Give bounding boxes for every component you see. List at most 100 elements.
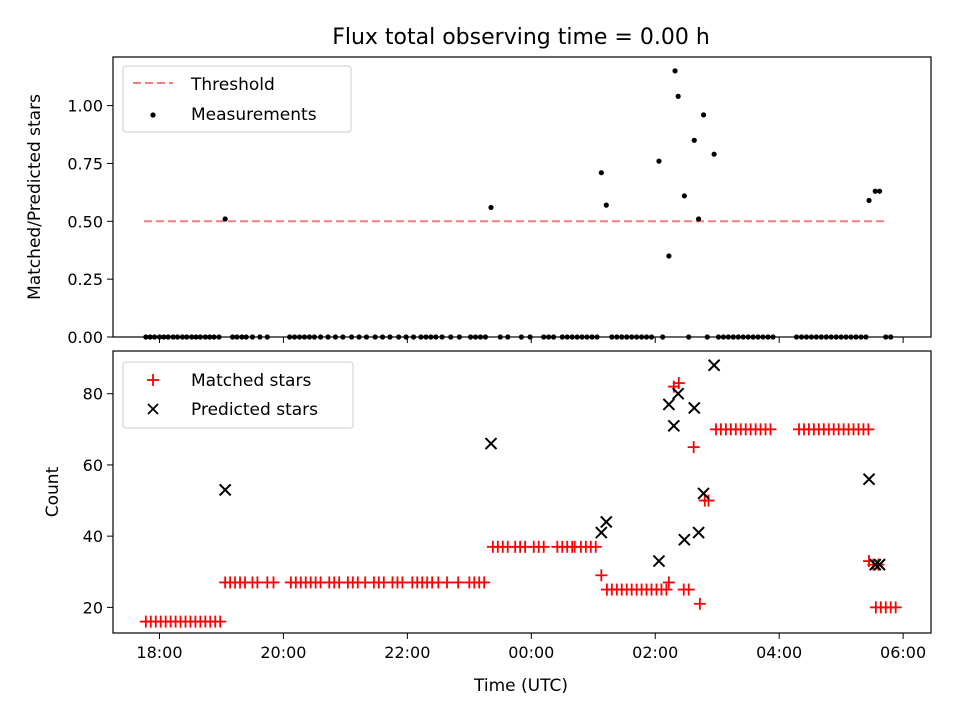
matched-star-point	[595, 569, 608, 582]
matched-star-point	[662, 576, 675, 589]
matched-star-point	[764, 423, 777, 436]
matched-star-point	[682, 583, 695, 596]
measurement-point	[872, 188, 878, 194]
top-y-axis-label: Matched/Predicted stars	[25, 94, 45, 300]
legend-predicted-swatch	[147, 403, 159, 415]
x-b	[678, 533, 691, 546]
legend-measurements-swatch	[150, 112, 156, 118]
y-tick-label: 60	[83, 456, 103, 475]
measurement-point	[603, 202, 609, 208]
bottom-axis-ticks: 18:00 20:00 22:00 00:00 02:00 04:00 06:00 20 40 6…	[83, 385, 927, 662]
x-tick-label: 00:00	[508, 643, 554, 662]
predicted-star-point	[869, 558, 882, 571]
x-b	[697, 487, 710, 500]
measurement-point	[598, 170, 604, 176]
matched-star-point	[702, 494, 715, 507]
x-b	[869, 558, 882, 571]
y-tick-label: 0.50	[67, 212, 103, 231]
predicted-star-point	[667, 419, 681, 432]
bottom-y-axis-label: Count	[43, 466, 63, 517]
measurement-point	[488, 204, 494, 211]
matched-star-point	[589, 540, 602, 553]
legend-threshold-label: Threshold	[190, 75, 275, 95]
predicted-star-point	[678, 533, 691, 546]
predicted-star-point	[707, 359, 721, 372]
measurement-point	[700, 112, 707, 118]
x-axis-label: Time (UTC)	[473, 676, 568, 696]
x-b	[671, 387, 685, 400]
measurement-point	[666, 253, 672, 259]
y-tick-label: 80	[83, 385, 103, 404]
measurement-point	[696, 216, 702, 222]
x-tick-label: 20:00	[260, 643, 306, 662]
x-tick-label: 02:00	[632, 643, 678, 662]
legend-predicted-label: Predicted stars	[191, 400, 318, 420]
predicted-star-point	[218, 483, 232, 497]
measurement-point	[672, 68, 678, 74]
x-tick-label: 18:00	[136, 643, 182, 662]
measurement-point	[222, 216, 228, 222]
matched-star-point	[441, 576, 454, 589]
top-plot-frame	[112, 56, 932, 338]
x-tick-label: 06:00	[880, 643, 926, 662]
x-b	[652, 554, 666, 568]
top-panel: 0.00 0.25 0.50 0.75 1.00 Matched/Predicted s…	[25, 56, 932, 347]
bottom-legend: Matched stars Predicted stars	[122, 361, 354, 429]
predicted-star-point	[692, 526, 705, 539]
y-tick-label: 0.00	[67, 328, 103, 347]
measurement-point	[656, 158, 662, 164]
y-tick-label: 1.00	[67, 97, 103, 116]
matched-star-point	[537, 540, 550, 553]
x-b	[862, 472, 876, 486]
x-b	[218, 483, 232, 497]
x-b	[873, 558, 886, 571]
measurement-point	[681, 193, 687, 199]
predicted-star-point	[484, 437, 498, 450]
x-tick-label: 04:00	[756, 643, 802, 662]
measurement-point	[691, 137, 697, 143]
matched-star-point	[672, 377, 685, 390]
x-tick-label: 22:00	[384, 643, 430, 662]
predicted-star-point	[600, 515, 613, 529]
matched-star-point	[452, 576, 465, 589]
x-b	[707, 359, 721, 372]
legend-matched-label: Matched stars	[191, 371, 311, 391]
legend-matched-swatch	[147, 374, 159, 386]
bottom-panel: 18:00 20:00 22:00 00:00 02:00 04:00 06:00 20 40 6…	[43, 350, 932, 696]
y-tick-label: 40	[83, 527, 103, 546]
predicted-star-point	[873, 558, 886, 571]
matched-star-point	[267, 576, 280, 589]
predicted-star-point	[595, 526, 608, 539]
y-tick-label: 0.75	[67, 154, 103, 173]
matched-star-point	[693, 597, 706, 610]
predicted-star-point	[671, 387, 685, 400]
top-axis-ticks: 0.00 0.25 0.50 0.75 1.00	[67, 97, 904, 347]
chart-title: Flux total observing time = 0.00 h	[332, 25, 710, 50]
measurement-point	[675, 93, 681, 99]
measurement-point	[866, 197, 872, 204]
matched-star-point	[862, 423, 875, 436]
x-b	[662, 398, 676, 411]
y-tick-label: 20	[83, 598, 103, 617]
predicted-star-point	[697, 487, 710, 500]
bottom-legend-box	[122, 361, 354, 429]
top-legend: Threshold Measurements	[122, 65, 352, 133]
matched-star-point	[660, 583, 673, 596]
bottom-plot-marks	[139, 359, 902, 628]
predicted-star-point	[652, 554, 666, 568]
x-b	[484, 437, 498, 450]
matched-star-point	[478, 576, 491, 589]
matched-star-point	[889, 601, 902, 614]
measurement-point	[711, 151, 717, 157]
legend-measurements-label: Measurements	[191, 105, 317, 125]
matched-star-point	[687, 441, 700, 454]
top-plot-marks	[143, 68, 894, 340]
x-b	[595, 526, 608, 539]
x-b	[688, 401, 701, 415]
bottom-plot-frame	[112, 350, 932, 634]
x-b	[692, 526, 705, 539]
x-b	[600, 515, 613, 529]
predicted-star-point	[862, 472, 876, 486]
y-tick-label: 0.25	[67, 270, 103, 289]
